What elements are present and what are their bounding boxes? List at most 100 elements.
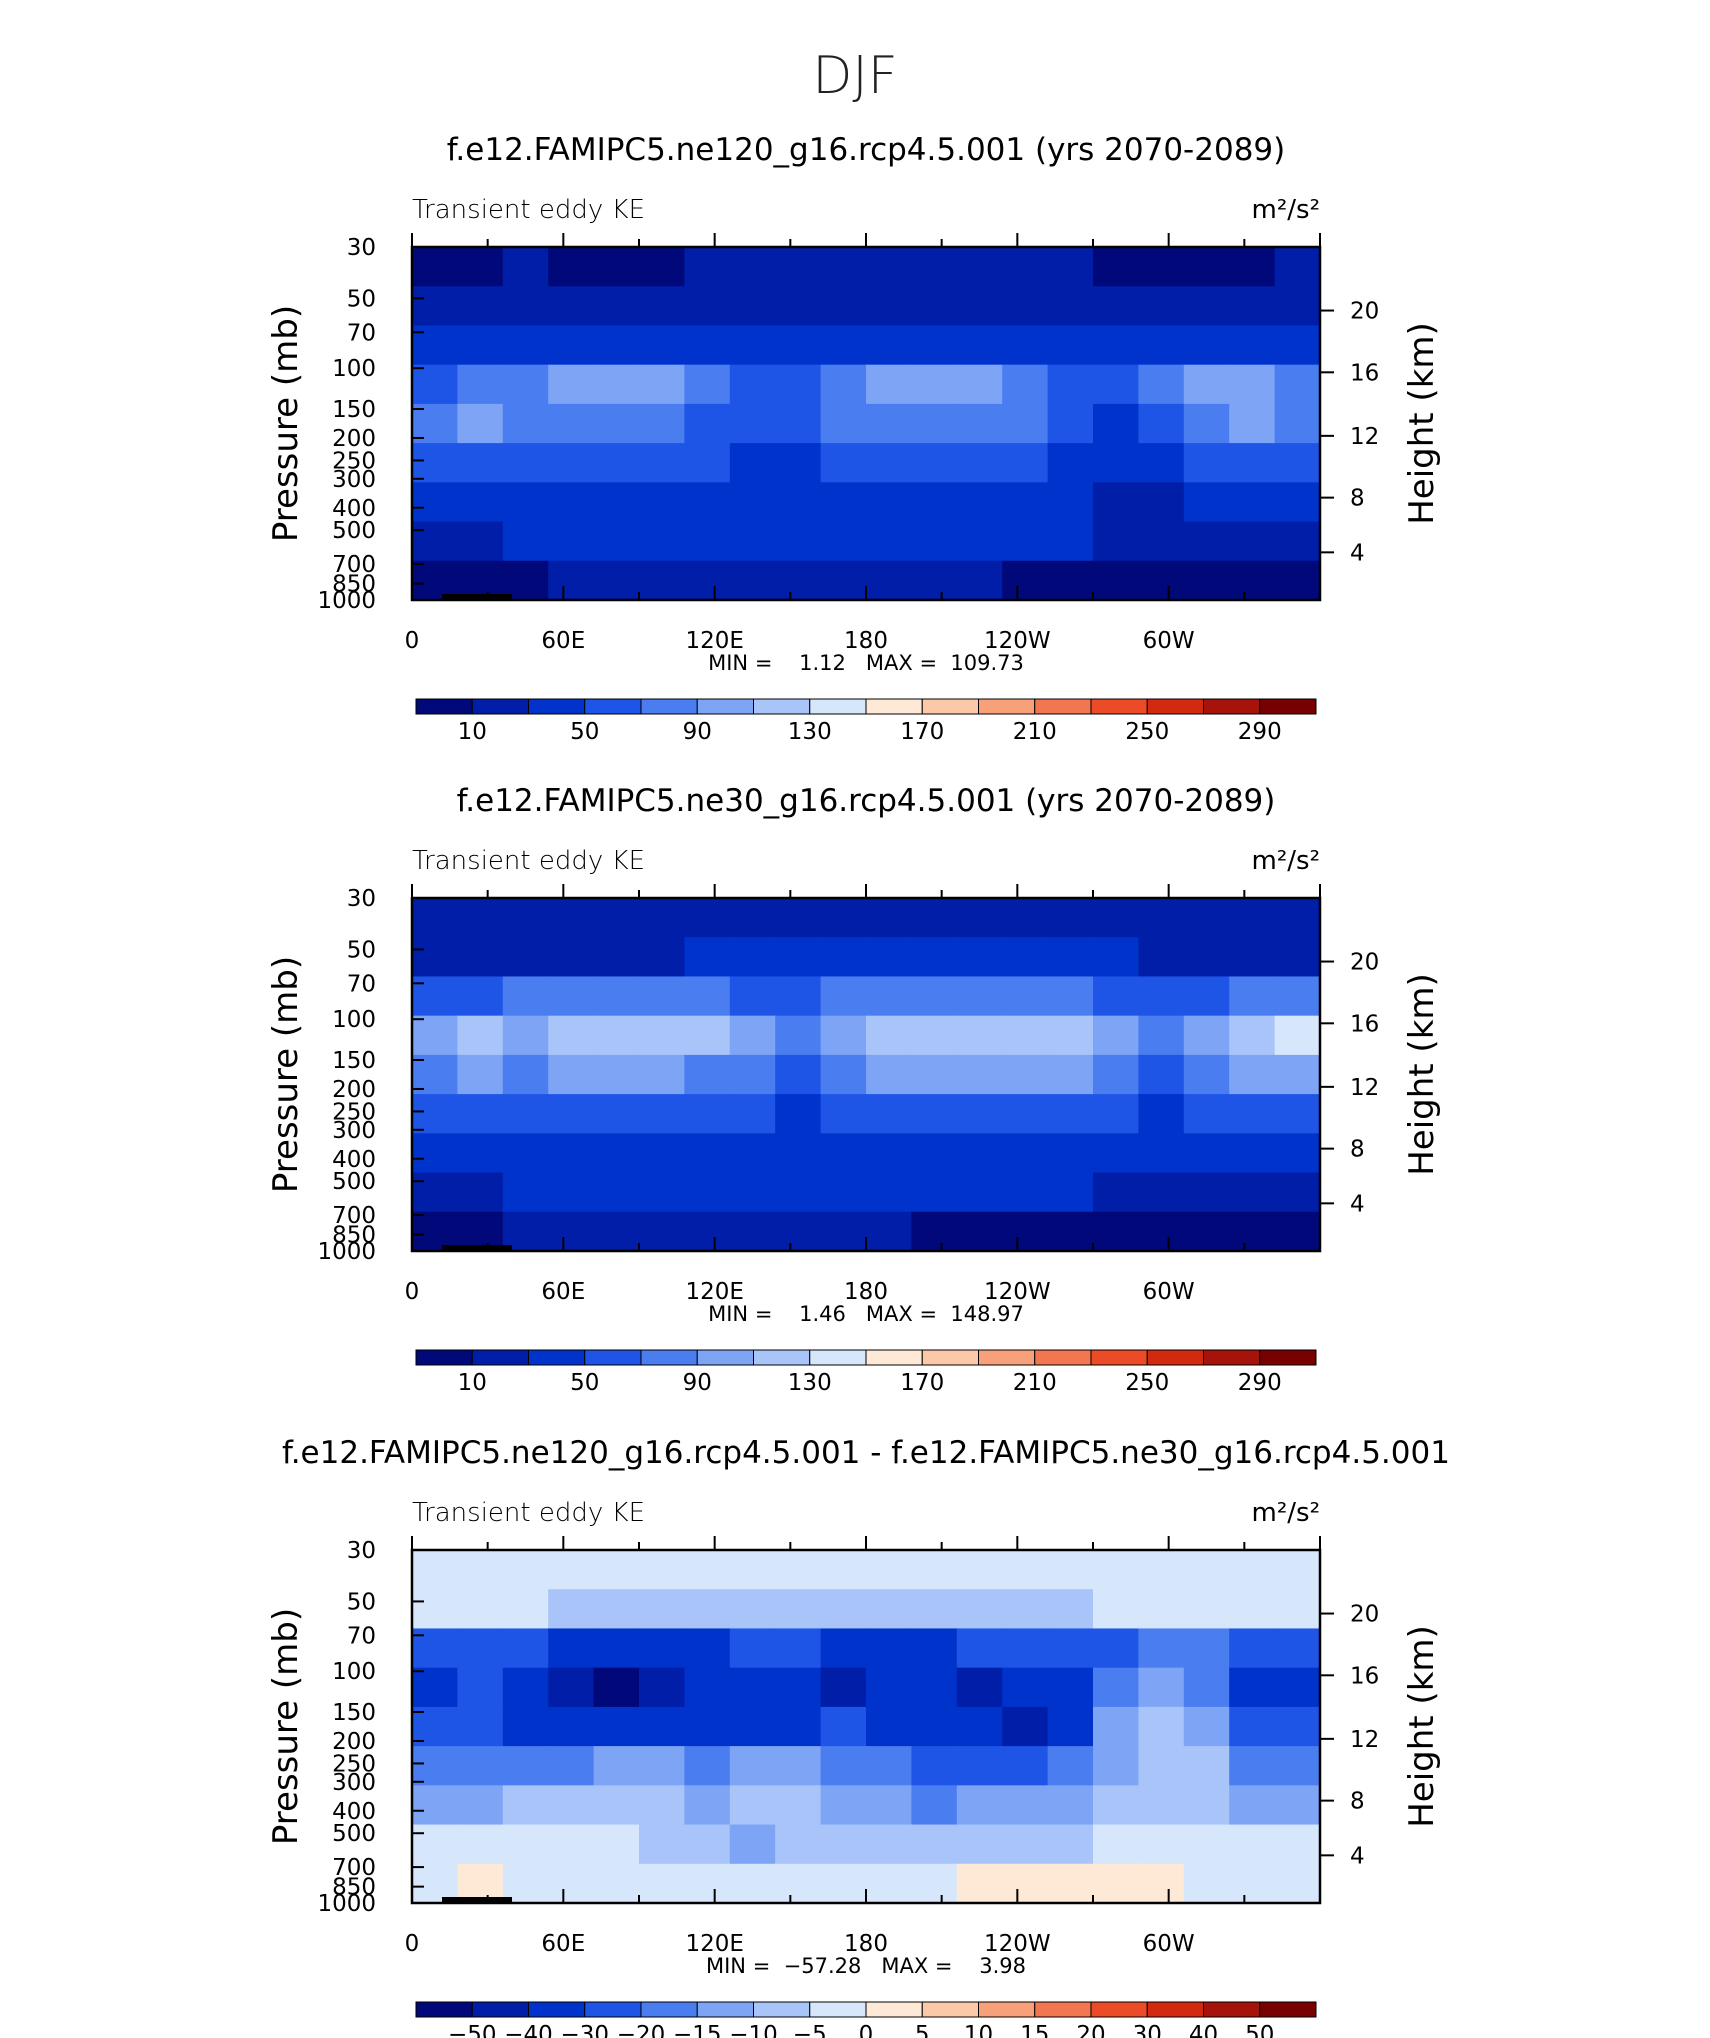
x-tick-label: 60E xyxy=(541,1931,585,1957)
heatmap-cell xyxy=(639,482,685,523)
y2-axis: 20 16 12 8 4 Height (km) xyxy=(1320,950,1442,1217)
heatmap-cell xyxy=(1274,325,1321,366)
y2-axis: 20 16 12 8 4 Height (km) xyxy=(1320,299,1442,566)
y-tick-label: 50 xyxy=(347,286,376,312)
colorbar-swatch xyxy=(753,1349,811,1366)
y-tick-label: 700 xyxy=(332,1855,376,1881)
heatmap-cell xyxy=(593,1667,640,1708)
heatmap-cell xyxy=(457,1706,504,1747)
heatmap-cell xyxy=(820,1785,867,1826)
heatmap-cell xyxy=(502,1094,549,1134)
colorbar-label: 40 xyxy=(1189,2022,1218,2038)
heatmap-cell xyxy=(1047,1863,1094,1904)
heatmap-cell xyxy=(412,1589,458,1630)
heatmap-cell xyxy=(639,1094,685,1134)
heatmap-cell xyxy=(911,364,958,405)
heatmap-cell xyxy=(729,325,776,366)
x-tick-label: 120E xyxy=(685,1931,743,1957)
heatmap-cell xyxy=(729,1094,776,1134)
heatmap-cell xyxy=(684,1211,731,1252)
heatmap-cell xyxy=(1093,1746,1139,1786)
heatmap-cell xyxy=(457,1863,504,1904)
heatmap-cell xyxy=(1183,403,1230,444)
heatmap-cell xyxy=(593,482,640,523)
heatmap-cell xyxy=(684,1094,731,1134)
heatmap-cell xyxy=(593,1094,640,1134)
heatmap-cell xyxy=(502,247,549,287)
heatmap-cell xyxy=(820,364,867,405)
heatmap-cell xyxy=(684,1054,731,1095)
heatmap-cell xyxy=(1093,1133,1139,1174)
colorbar-label: 0 xyxy=(859,2022,874,2038)
heatmap-cell xyxy=(956,1746,1003,1786)
heatmap-field xyxy=(412,898,1321,1252)
heatmap-cell xyxy=(1002,482,1049,523)
heatmap-cell xyxy=(457,325,504,366)
heatmap-cell xyxy=(820,1863,867,1904)
heatmap-cell xyxy=(1047,521,1094,562)
heatmap-cell xyxy=(412,1667,458,1708)
y-tick-label: 400 xyxy=(332,1799,376,1825)
colorbar-swatch xyxy=(921,698,979,715)
y2-tick-label: 4 xyxy=(1350,540,1365,566)
colorbar-swatch xyxy=(1146,698,1204,715)
heatmap-cell xyxy=(1138,521,1185,562)
heatmap-cell xyxy=(593,1054,640,1095)
heatmap-cell xyxy=(956,1785,1003,1826)
heatmap-cell xyxy=(775,560,822,601)
heatmap-cell xyxy=(1002,247,1049,287)
heatmap-cell xyxy=(457,1094,504,1134)
heatmap-cell xyxy=(1002,1824,1049,1865)
heatmap-cell xyxy=(1274,482,1321,523)
heatmap-cell xyxy=(1093,976,1139,1017)
x-tick-label: 60E xyxy=(541,628,585,654)
heatmap-cell xyxy=(457,521,504,562)
heatmap-cell xyxy=(684,1589,731,1630)
heatmap-cell xyxy=(593,1785,640,1826)
heatmap-cell xyxy=(1274,560,1321,601)
colorbar-label: 50 xyxy=(1245,2022,1274,2038)
heatmap-cell xyxy=(729,898,776,938)
y2-tick-label: 4 xyxy=(1350,1191,1365,1217)
heatmap-cell xyxy=(956,325,1003,366)
heatmap-cell xyxy=(1229,1706,1276,1747)
heatmap-cell xyxy=(412,1863,458,1904)
min-max-label: MIN = 1.12 MAX = 109.73 xyxy=(708,651,1024,675)
variable-label: Transient eddy KE xyxy=(412,195,645,225)
heatmap-cell xyxy=(1229,364,1276,405)
heatmap-cell xyxy=(502,403,549,444)
heatmap-cell xyxy=(729,1706,776,1747)
heatmap-cell xyxy=(820,560,867,601)
heatmap-cell xyxy=(1047,898,1094,938)
heatmap-cell xyxy=(1093,1172,1139,1213)
y-tick-label: 300 xyxy=(332,1770,376,1796)
heatmap-cell xyxy=(1047,1824,1094,1865)
heatmap-cell xyxy=(684,1785,731,1826)
heatmap-cell xyxy=(684,247,731,287)
heatmap-cell xyxy=(1002,443,1049,483)
heatmap-cell xyxy=(1093,1054,1139,1095)
x-axis: 0 60E 120E 180 120W 60W xyxy=(405,884,1321,1305)
heatmap-cell xyxy=(866,482,912,523)
topography-mark xyxy=(442,1897,512,1903)
heatmap-cell xyxy=(1183,1863,1230,1904)
heatmap-cell xyxy=(729,1211,776,1252)
heatmap-cell xyxy=(911,1133,958,1174)
heatmap-cell xyxy=(502,560,549,601)
heatmap-cell xyxy=(684,286,731,327)
heatmap-cell xyxy=(548,1094,595,1134)
heatmap-cell xyxy=(1093,1785,1139,1826)
heatmap-cell xyxy=(639,443,685,483)
y2-tick-label: 8 xyxy=(1350,1789,1365,1815)
heatmap-cell xyxy=(1274,247,1321,287)
y-tick-label: 30 xyxy=(347,235,376,261)
chart-title: f.e12.FAMIPC5.ne120_g16.rcp4.5.001 (yrs … xyxy=(447,132,1285,168)
heatmap-cell xyxy=(1138,1706,1185,1747)
heatmap-cell xyxy=(548,937,595,978)
heatmap-cell xyxy=(866,1015,912,1056)
heatmap-cell xyxy=(412,898,458,938)
heatmap-cell xyxy=(1229,1211,1276,1252)
heatmap-cell xyxy=(1047,1785,1094,1826)
